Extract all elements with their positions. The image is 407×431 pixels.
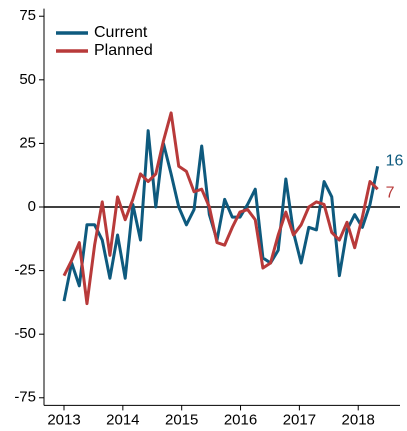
legend-label: Planned: [94, 42, 153, 59]
x-tick-label: 2018: [342, 411, 375, 428]
line-series: [62, 111, 379, 306]
y-tick-label: -75: [14, 389, 36, 406]
y-tick-label: 0: [28, 198, 36, 215]
y-tick-label: 25: [19, 134, 36, 151]
line-series: [62, 129, 380, 302]
x-tick-label: 2016: [224, 411, 257, 428]
y-tick-label: -25: [14, 262, 36, 279]
x-tick-label: 2014: [106, 411, 139, 428]
x-tick-label: 2013: [47, 411, 80, 428]
legend-label: Current: [94, 24, 148, 41]
end-label: 16: [386, 153, 404, 170]
end-label: 7: [386, 184, 395, 201]
x-tick-label: 2015: [165, 411, 198, 428]
x-tick-label: 2017: [283, 411, 316, 428]
y-tick-label: 50: [19, 71, 36, 88]
y-tick-label: 75: [19, 7, 36, 24]
y-tick-label: -50: [14, 325, 36, 342]
